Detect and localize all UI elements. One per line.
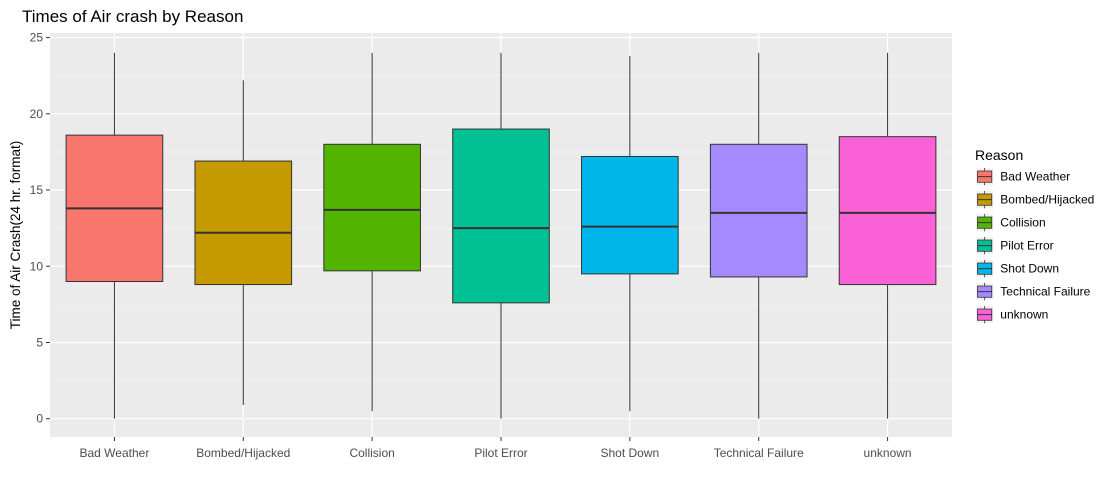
x-tick-label: Shot Down [601,446,660,460]
legend-item: Bad Weather [976,168,1070,186]
legend-item: Shot Down [976,260,1059,278]
y-tick-label: 5 [36,335,43,349]
legend-title: Reason [975,147,1023,163]
y-axis-label: Time of Air Crash(24 hr. format) [8,141,23,330]
y-tick-label: 20 [30,107,44,121]
box-collision [323,52,421,412]
box-iqr [452,128,550,304]
box-unknown [838,52,937,419]
legend-label: Bad Weather [1000,170,1070,184]
x-tick-label: Bad Weather [80,446,150,460]
y-tick-label: 0 [36,412,43,426]
legend-item: Collision [976,214,1046,232]
box-iqr [709,143,808,278]
legend-label: Shot Down [1000,262,1059,276]
box-technical-failure [709,52,808,419]
legend-label: Collision [1000,216,1045,230]
x-tick-label: unknown [864,446,912,460]
y-axis: 0 5 10 15 20 25 [30,31,50,426]
box-bad-weather [65,52,164,419]
box-iqr [838,136,937,286]
x-tick-label: Technical Failure [714,446,804,460]
box-iqr [323,143,421,272]
box-bombed-hijacked [194,80,293,405]
legend-item: Pilot Error [976,237,1054,255]
y-tick-label: 15 [30,183,44,197]
boxplots [65,52,937,419]
legend-item: Technical Failure [976,283,1091,301]
x-tick-label: Pilot Error [474,446,527,460]
legend-label: Pilot Error [1000,239,1053,253]
box-pilot-error [452,52,550,419]
box-iqr [581,155,679,275]
legend-label: Bombed/Hijacked [1000,193,1094,207]
legend: Reason Bad Weather Bombed/Hijacked Collisi… [975,147,1094,324]
chart-title: Times of Air crash by Reason [22,7,243,26]
legend-label: unknown [1000,308,1048,322]
box-shot-down [581,55,679,412]
box-iqr [194,160,293,286]
x-axis: Bad Weather Bombed/Hijacked Collision Pilot… [80,437,912,460]
x-tick-label: Bombed/Hijacked [196,446,290,460]
legend-item: unknown [976,306,1048,324]
y-tick-label: 25 [30,31,44,45]
y-tick-label: 10 [30,259,44,273]
legend-label: Technical Failure [1000,285,1090,299]
x-tick-label: Collision [349,446,394,460]
legend-item: Bombed/Hijacked [976,191,1094,209]
